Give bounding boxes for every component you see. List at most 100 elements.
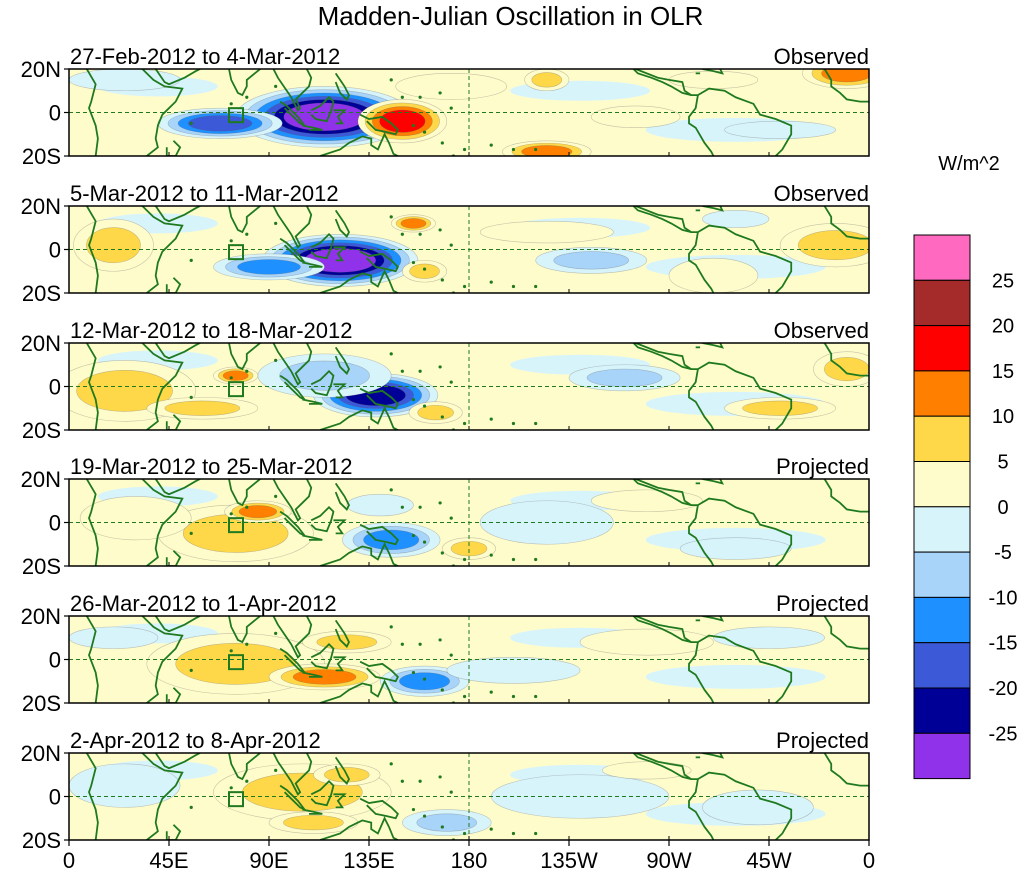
coastline xyxy=(154,753,201,770)
lon-tick-label: 90W xyxy=(646,848,691,873)
coastline xyxy=(272,69,313,112)
coastline xyxy=(319,816,399,840)
coastline xyxy=(141,479,184,566)
coastline xyxy=(697,771,793,840)
coastline xyxy=(302,398,323,405)
coastlines xyxy=(86,343,869,430)
island xyxy=(511,421,516,426)
coastline xyxy=(823,206,869,240)
island xyxy=(274,631,278,636)
coastline xyxy=(334,756,351,785)
coastline xyxy=(165,414,182,430)
panel-field xyxy=(69,206,869,293)
colorbar-label: -20 xyxy=(989,678,1018,700)
coastline xyxy=(165,687,182,703)
island xyxy=(462,557,467,562)
lon-tick-label: 0 xyxy=(63,848,75,873)
panel-field xyxy=(69,753,869,840)
anomaly-contour xyxy=(579,628,714,656)
index-box xyxy=(228,791,244,808)
panel-period-label: 5-Mar-2012 to 11-Mar-2012 xyxy=(70,181,339,206)
coastline xyxy=(165,277,182,293)
coastline xyxy=(702,753,725,759)
coastline xyxy=(310,506,335,533)
panel-period-label: 12-Mar-2012 to 18-Mar-2012 xyxy=(70,318,352,343)
anomaly-contour xyxy=(238,505,278,519)
coastline xyxy=(226,343,263,371)
coastline xyxy=(697,497,793,566)
coastline xyxy=(359,660,399,683)
anomaly-contour xyxy=(668,70,759,89)
island xyxy=(489,417,493,421)
colorbar-label: -5 xyxy=(994,542,1012,564)
colorbar-swatch xyxy=(913,551,971,598)
island xyxy=(400,779,404,783)
coastline xyxy=(302,124,323,131)
island xyxy=(534,147,538,152)
coastline xyxy=(310,96,335,123)
colorbar-swatch xyxy=(913,370,971,417)
island xyxy=(440,825,444,829)
island xyxy=(422,540,427,544)
island xyxy=(411,123,416,128)
anomaly-contour xyxy=(521,145,573,156)
island xyxy=(411,670,416,675)
island xyxy=(411,397,416,402)
lon-tick-label: 45E xyxy=(149,848,188,873)
anomaly-contour xyxy=(409,263,440,279)
anomaly-contour xyxy=(713,626,825,649)
island xyxy=(449,790,453,794)
lat-tick-label: 20S xyxy=(22,281,61,306)
panel-period-label: 26-Mar-2012 to 1-Apr-2012 xyxy=(70,591,337,616)
coastline xyxy=(823,69,869,103)
panel-period-label: 2-Apr-2012 to 8-Apr-2012 xyxy=(70,728,321,753)
island xyxy=(534,284,538,289)
lat-tick-label: 20N xyxy=(21,741,61,766)
coastline xyxy=(697,224,793,293)
colorbar-label: 5 xyxy=(997,452,1008,474)
coastline xyxy=(141,343,184,430)
island xyxy=(189,121,193,125)
coastline xyxy=(86,69,99,156)
island xyxy=(489,690,493,694)
coastline xyxy=(333,793,347,809)
island xyxy=(245,95,249,99)
colorbar-swatch xyxy=(913,461,971,508)
lat-tick-label: 0 xyxy=(49,101,61,126)
colorbar-label: 15 xyxy=(992,361,1014,383)
island xyxy=(440,688,444,692)
island xyxy=(418,95,422,99)
island xyxy=(189,805,193,809)
island xyxy=(534,694,538,699)
coastline xyxy=(154,69,201,86)
lat-tick-label: 0 xyxy=(49,511,61,536)
anomaly-contour xyxy=(416,813,478,832)
anomaly-contour xyxy=(175,642,296,685)
panel-1: 20N 0 20S 27-Feb-2012 to 4-Mar-2012 Observed xyxy=(21,44,870,169)
panel-field xyxy=(69,616,869,703)
coastline xyxy=(333,246,347,262)
island xyxy=(438,775,442,779)
longitude-axis: 0 45E 90E 135E 180 135W 90W 45W 0 xyxy=(63,152,875,873)
island xyxy=(422,130,427,134)
island xyxy=(274,358,278,362)
coastline xyxy=(272,753,313,796)
anomaly-contour xyxy=(379,109,426,133)
coastline xyxy=(319,679,399,703)
colorbar-label: -25 xyxy=(989,723,1018,745)
coastline xyxy=(688,504,715,566)
index-box xyxy=(228,107,244,124)
island xyxy=(189,258,193,262)
coastline xyxy=(226,479,263,507)
coastline xyxy=(319,406,399,430)
coastline xyxy=(319,542,399,566)
coastline xyxy=(823,753,869,787)
island xyxy=(489,280,493,284)
coastline xyxy=(154,479,201,496)
colorbar-label: 25 xyxy=(992,270,1014,292)
island xyxy=(422,677,427,681)
colorbar-swatch xyxy=(913,234,971,281)
island xyxy=(229,376,233,380)
anomaly-contour xyxy=(724,120,836,139)
anomaly-contour xyxy=(797,230,869,261)
